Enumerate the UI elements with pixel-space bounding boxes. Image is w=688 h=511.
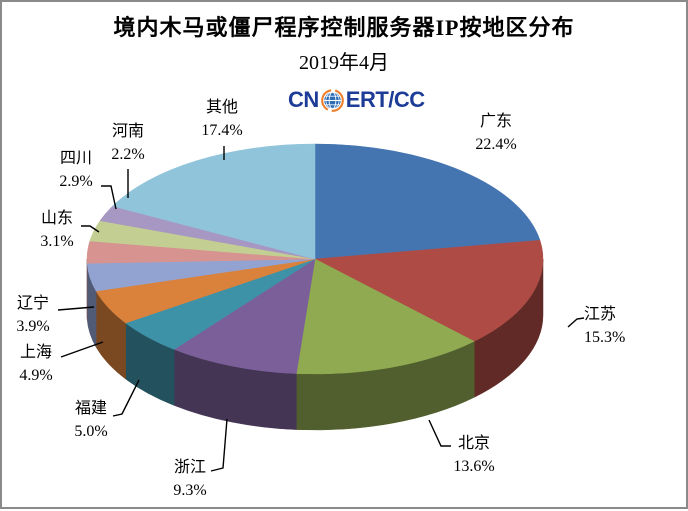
pie-label-shanghai: 上海 4.9%: [19, 341, 52, 387]
pie-label-shandong: 山东 3.1%: [40, 207, 73, 253]
pie-label-zhejiang: 浙江 9.3%: [173, 456, 206, 502]
slice-name: 福建: [74, 397, 107, 420]
slice-percent: 17.4%: [201, 119, 242, 142]
slice-percent: 4.9%: [19, 364, 52, 387]
slice-name: 北京: [453, 432, 494, 455]
slice-percent: 9.3%: [173, 479, 206, 502]
slice-name: 辽宁: [16, 292, 49, 315]
slice-percent: 2.2%: [111, 143, 144, 166]
slice-name: 广东: [475, 110, 516, 133]
slice-name: 江苏: [584, 303, 625, 326]
leader-line-zhejiang: [211, 419, 227, 471]
slice-percent: 3.1%: [40, 230, 73, 253]
slice-percent: 15.3%: [584, 326, 625, 349]
slice-name: 浙江: [173, 456, 206, 479]
pie-label-liaoning: 辽宁 3.9%: [16, 292, 49, 338]
slice-name: 河南: [111, 120, 144, 143]
leader-line-beijing: [429, 420, 451, 446]
pie-label-henan: 河南 2.2%: [111, 120, 144, 166]
slice-name: 四川: [59, 147, 92, 170]
slice-percent: 13.6%: [453, 455, 494, 478]
slice-name: 上海: [19, 341, 52, 364]
slice-percent: 3.9%: [16, 315, 49, 338]
leader-line-shanghai: [61, 342, 103, 357]
slice-name: 山东: [40, 207, 73, 230]
leader-line-jiangsu: [568, 318, 584, 327]
pie-label-beijing: 北京 13.6%: [453, 432, 494, 478]
pie-label-guangdong: 广东 22.4%: [475, 110, 516, 156]
slice-percent: 22.4%: [475, 133, 516, 156]
pie-label-others: 其他 17.4%: [201, 96, 242, 142]
slice-name: 其他: [201, 96, 242, 119]
slice-percent: 2.9%: [59, 170, 92, 193]
pie-label-jiangsu: 江苏 15.3%: [584, 303, 625, 349]
pie-slice-guangdong[interactable]: [315, 144, 540, 259]
slice-percent: 5.0%: [74, 420, 107, 443]
pie-label-fujian: 福建 5.0%: [74, 397, 107, 443]
pie-label-sichuan: 四川 2.9%: [59, 147, 92, 193]
